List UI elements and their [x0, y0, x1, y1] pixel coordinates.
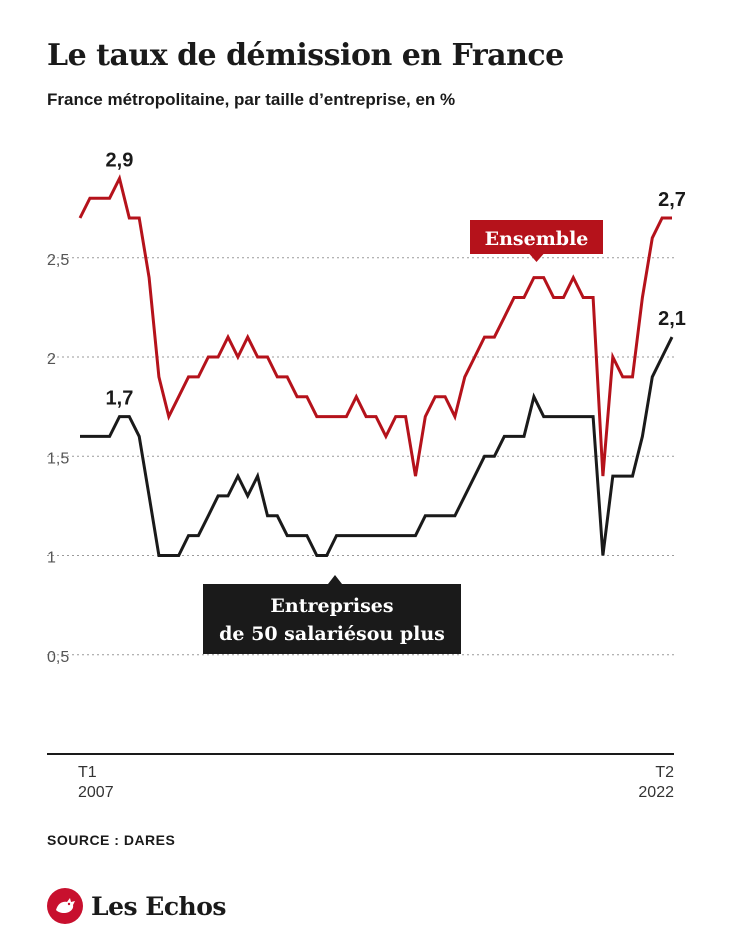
data-label: 1,7	[106, 388, 134, 410]
x-tick-label: 2022	[638, 784, 674, 801]
x-tick-label: T2	[655, 764, 674, 781]
y-tick-label: 0,5	[47, 649, 69, 666]
series-line-entreprises	[80, 336, 674, 557]
data-label: 2,1	[658, 308, 686, 330]
y-tick-label: 2	[47, 351, 56, 368]
legend-label-ensemble: Ensemble	[485, 228, 589, 250]
x-tick-label: T1	[78, 764, 97, 781]
legend-box-ensemble	[470, 220, 603, 262]
legend-box-entreprises	[203, 575, 461, 654]
y-tick-label: 1	[47, 550, 56, 567]
legend-label-entreprises: de 50 salariésou plus	[219, 623, 445, 645]
rooster-logo-icon	[47, 888, 83, 924]
series-line-ensemble	[78, 174, 672, 477]
data-label: 2,7	[658, 189, 686, 211]
chart-subtitle: France métropolitaine, par taille d’entr…	[47, 90, 456, 109]
y-tick-label: 1,5	[47, 450, 69, 467]
source-note: SOURCE : DARES	[47, 832, 176, 848]
brand-logo: Les Echos	[47, 888, 226, 924]
chart-title: Le taux de démission en France	[47, 38, 564, 73]
brand-name: Les Echos	[91, 891, 226, 921]
y-tick-label: 2,5	[47, 252, 69, 269]
legend-label-entreprises: Entreprises	[270, 595, 393, 617]
data-label: 2,9	[106, 149, 134, 171]
line-chart: 0,5 1 1,5 2 2,5 T1 2007 T2 2022 2,9 2,7 1,7 2,1 Ensem…	[47, 149, 686, 801]
x-tick-label: 2007	[78, 784, 114, 801]
